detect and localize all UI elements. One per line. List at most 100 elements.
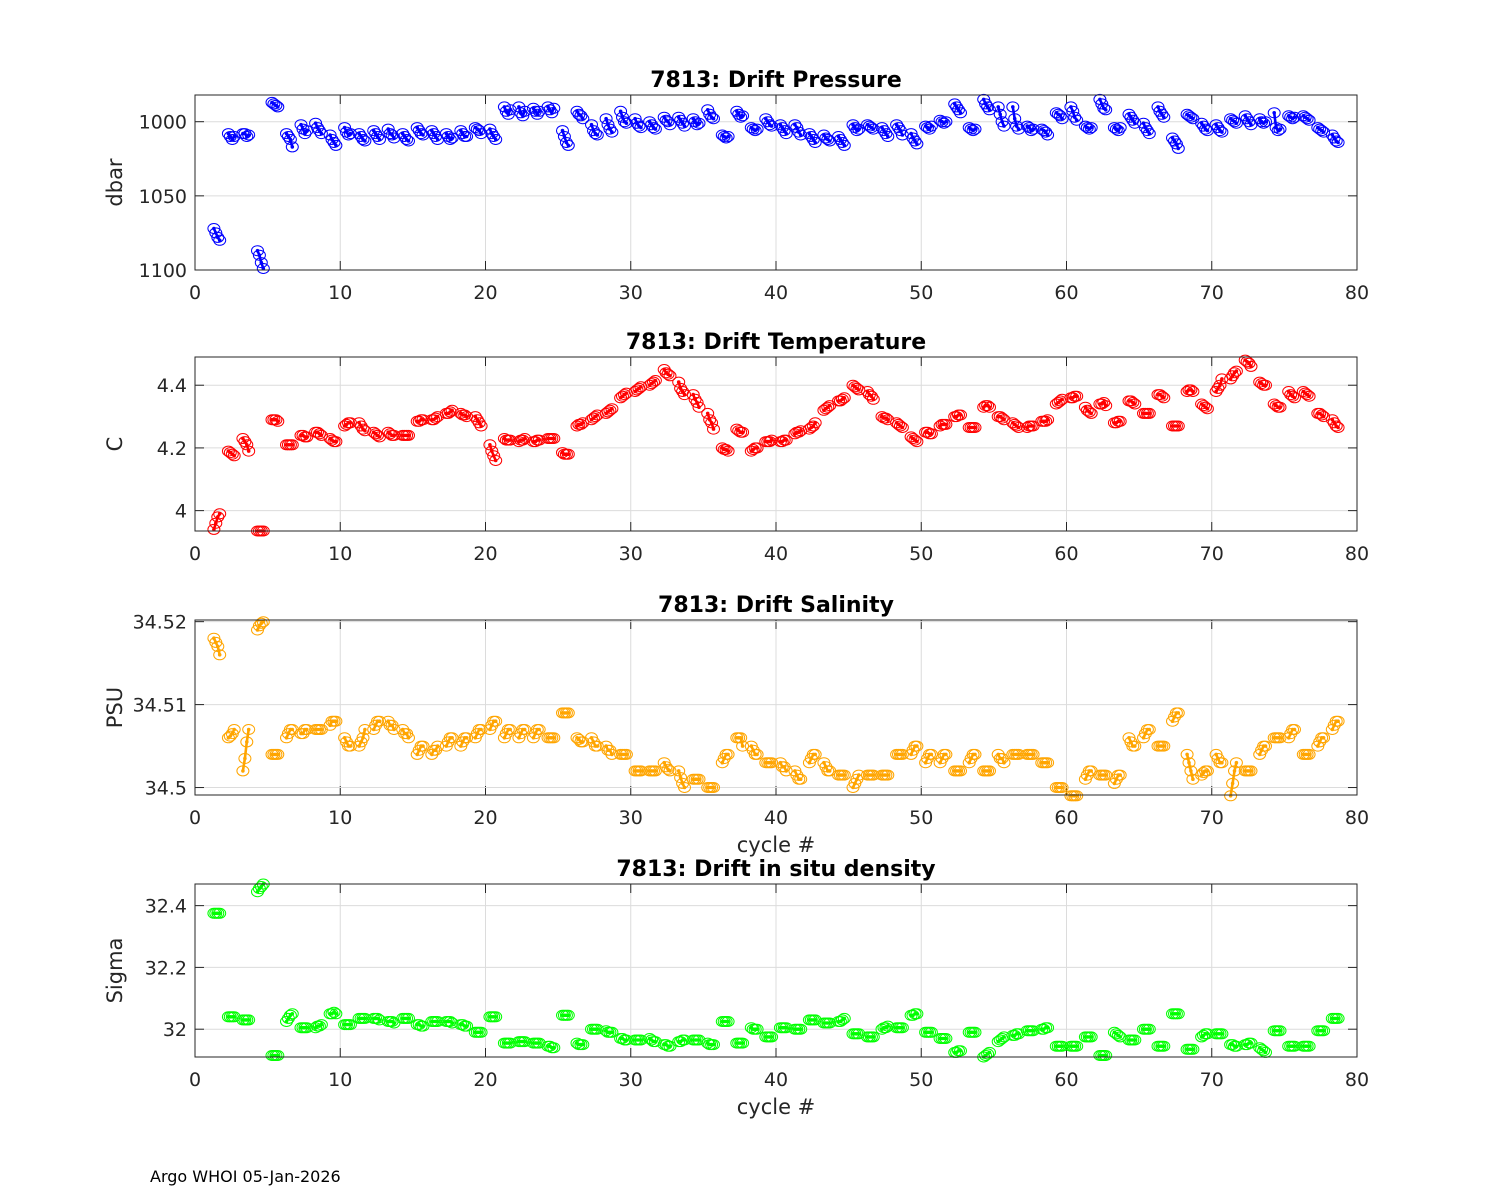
density-data-dot bbox=[348, 1022, 353, 1027]
density-data-point bbox=[474, 1026, 488, 1038]
temperature-data-dot bbox=[1205, 406, 1210, 411]
salinity-data-point bbox=[1041, 757, 1055, 769]
temperature-data-point bbox=[285, 439, 299, 451]
density-data-point bbox=[489, 1011, 503, 1023]
salinity-data-dot bbox=[1278, 736, 1282, 740]
pressure-data-dot bbox=[973, 127, 977, 131]
temperature-data-point bbox=[750, 442, 764, 454]
density-data-dot bbox=[508, 1041, 512, 1045]
salinity-data-point bbox=[895, 748, 909, 760]
density-data-dot bbox=[915, 1012, 919, 1016]
temperature-data-point bbox=[721, 445, 735, 457]
pressure-data-dot bbox=[624, 121, 629, 125]
salinity-data-point bbox=[968, 748, 982, 760]
pressure-data-dot bbox=[373, 131, 378, 136]
salinity-data-dot bbox=[348, 744, 353, 748]
density-data-dot bbox=[259, 884, 264, 889]
temperature-data-point bbox=[458, 409, 472, 421]
temperature-data-point bbox=[574, 418, 588, 430]
pressure-data-point bbox=[748, 125, 762, 137]
temperature-data-point bbox=[1010, 420, 1024, 432]
temperature-data-dot bbox=[581, 421, 585, 425]
density-data-point bbox=[993, 1034, 1007, 1046]
density-data-dot bbox=[290, 1012, 295, 1016]
temperature-data-point bbox=[227, 450, 241, 462]
salinity-data-dot bbox=[813, 752, 817, 757]
temperature-data-point bbox=[808, 417, 822, 429]
temperature-data-dot bbox=[682, 392, 687, 397]
pressure-cycle-line bbox=[604, 118, 613, 133]
pressure-data-dot bbox=[711, 116, 716, 121]
salinity-data-point bbox=[252, 620, 266, 632]
temperature-data-point bbox=[489, 455, 503, 466]
pressure-data-dot bbox=[1278, 127, 1282, 131]
pressure-data-point bbox=[763, 119, 777, 131]
pressure-data-dot bbox=[261, 266, 266, 271]
density-data-dot bbox=[1176, 1012, 1181, 1016]
pressure-data-dot bbox=[377, 137, 382, 142]
density-data-dot bbox=[1234, 1044, 1239, 1048]
pressure-data-point bbox=[1122, 108, 1136, 120]
temperature-data-dot bbox=[1307, 394, 1311, 399]
density-data-dot bbox=[624, 1038, 629, 1042]
density-data-dot bbox=[827, 1021, 832, 1025]
salinity-data-dot bbox=[755, 752, 759, 757]
temperature-data-dot bbox=[595, 413, 600, 417]
pressure-data-dot bbox=[348, 131, 353, 136]
temperature-data-point bbox=[616, 390, 629, 402]
salinity-data-dot bbox=[1089, 769, 1093, 773]
density-data-point bbox=[213, 907, 227, 919]
temperature-data-point bbox=[1244, 360, 1258, 372]
salinity-data-dot bbox=[522, 727, 527, 732]
salinity-data-dot bbox=[228, 734, 233, 738]
pressure-data-dot bbox=[1307, 118, 1311, 122]
pressure-data-point bbox=[1151, 101, 1165, 113]
temperature-data-point bbox=[225, 448, 239, 460]
density-data-dot bbox=[334, 1012, 338, 1016]
salinity-data-dot bbox=[1002, 760, 1006, 765]
density-x-tick-label: 50 bbox=[909, 1069, 933, 1091]
density-data-point bbox=[431, 1016, 445, 1027]
salinity-x-axis-label: cycle # bbox=[737, 833, 816, 857]
density-data-point bbox=[1099, 1050, 1113, 1061]
salinity-data-point bbox=[211, 641, 225, 652]
salinity-data-dot bbox=[610, 752, 614, 757]
temperature-data-point bbox=[1313, 407, 1327, 419]
pressure-data-point bbox=[692, 117, 706, 129]
salinity-data-dot bbox=[827, 769, 832, 773]
temperature-data-point bbox=[561, 448, 575, 460]
temperature-data-dot bbox=[464, 414, 469, 419]
pressure-data-point bbox=[1026, 123, 1040, 135]
pressure-data-dot bbox=[840, 140, 845, 145]
pressure-data-dot bbox=[639, 125, 643, 130]
temperature-data-point bbox=[993, 411, 1007, 423]
temperature-data-dot bbox=[1045, 417, 1050, 422]
temperature-data-dot bbox=[857, 388, 861, 392]
salinity-data-dot bbox=[450, 736, 454, 740]
pressure-data-point bbox=[561, 139, 575, 151]
density-data-point bbox=[707, 1039, 720, 1051]
temperature-data-point bbox=[1008, 418, 1022, 430]
pressure-cycle-line bbox=[517, 106, 526, 119]
density-data-dot bbox=[1249, 1041, 1253, 1045]
density-data-point bbox=[402, 1012, 415, 1024]
temperature-data-point bbox=[576, 417, 590, 429]
pressure-data-point bbox=[1267, 107, 1281, 119]
pressure-x-tick-label: 70 bbox=[1200, 282, 1224, 304]
salinity-cycle-line bbox=[357, 729, 367, 747]
salinity-data-point bbox=[590, 740, 604, 752]
salinity-data-point bbox=[619, 748, 633, 760]
temperature-data-point bbox=[416, 414, 430, 426]
temperature-data-point bbox=[852, 384, 866, 396]
density-data-point bbox=[895, 1022, 909, 1034]
salinity-data-dot bbox=[566, 711, 571, 715]
pressure-data-point bbox=[559, 137, 573, 148]
pressure-data-point bbox=[460, 131, 474, 142]
temperature-data-dot bbox=[1133, 402, 1137, 406]
salinity-data-point bbox=[256, 616, 270, 628]
pressure-data-point bbox=[614, 105, 628, 117]
pressure-data-point bbox=[599, 113, 613, 125]
density-data-point bbox=[823, 1017, 837, 1029]
pressure-data-point bbox=[808, 137, 822, 148]
pressure-data-point bbox=[1068, 111, 1082, 123]
